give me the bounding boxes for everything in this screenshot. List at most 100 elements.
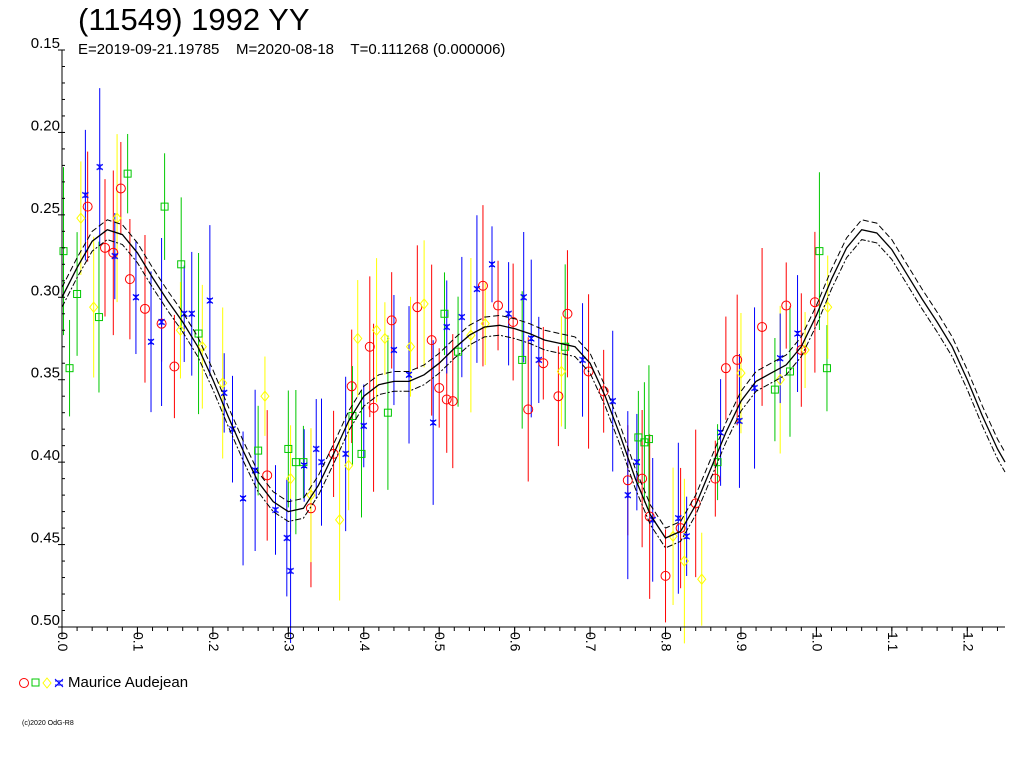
circle-marker xyxy=(781,300,792,311)
y-tick-label-0.15: 0.15 xyxy=(31,35,60,52)
circle-marker xyxy=(598,386,609,397)
star-marker xyxy=(318,458,325,466)
circle-marker xyxy=(538,358,549,369)
star-marker xyxy=(609,397,617,405)
circle-marker xyxy=(262,470,273,481)
square-marker xyxy=(518,355,527,364)
diamond-marker xyxy=(480,317,490,330)
star-marker xyxy=(736,417,743,425)
square-marker xyxy=(291,458,300,467)
diamond-marker xyxy=(419,298,429,310)
star-marker xyxy=(312,445,320,453)
star-marker xyxy=(674,514,682,522)
star-marker xyxy=(272,506,279,514)
square-marker xyxy=(634,433,643,442)
circle-marker xyxy=(115,183,126,194)
diamond-marker xyxy=(344,459,354,472)
legend-circle-icon xyxy=(19,678,29,689)
chart-title: (11549) 1992 YY xyxy=(78,2,310,37)
x-tick-label-0.8: 0.8 xyxy=(659,632,675,652)
star-marker xyxy=(443,323,451,331)
x-tick-label-1.2: 1.2 xyxy=(960,632,976,652)
circle-marker xyxy=(477,280,488,291)
diamond-marker xyxy=(218,377,228,389)
x-tick-label-0.5: 0.5 xyxy=(432,632,448,652)
star-marker xyxy=(239,495,247,502)
star-marker xyxy=(649,516,657,524)
x-tick-label-0.6: 0.6 xyxy=(508,632,524,652)
diamond-marker xyxy=(775,373,785,386)
star-marker xyxy=(229,425,236,433)
circle-marker xyxy=(523,404,534,415)
circle-marker xyxy=(139,303,150,314)
diamond-marker xyxy=(76,212,86,224)
diamond-marker xyxy=(285,472,296,485)
circle-marker xyxy=(493,300,504,311)
y-tick-label-0.35: 0.35 xyxy=(31,365,60,382)
circle-marker xyxy=(434,382,445,393)
star-marker xyxy=(633,458,641,466)
star-marker xyxy=(147,338,155,346)
star-marker xyxy=(206,297,214,304)
star-marker xyxy=(473,285,481,293)
x-tick-label-0.1: 0.1 xyxy=(130,632,146,652)
circle-marker xyxy=(124,274,135,285)
star-marker xyxy=(579,356,586,364)
diamond-marker xyxy=(697,573,707,585)
square-marker xyxy=(440,309,449,318)
square-marker xyxy=(73,289,82,298)
square-marker xyxy=(383,408,392,417)
fit-curves xyxy=(61,219,1006,549)
circle-marker xyxy=(553,391,564,402)
star-marker xyxy=(458,313,466,321)
star-marker xyxy=(96,163,104,171)
diamond-marker xyxy=(197,340,207,353)
star-marker xyxy=(188,310,196,318)
square-marker xyxy=(194,329,203,338)
circle-marker xyxy=(368,402,379,413)
circle-marker xyxy=(82,201,93,212)
square-marker xyxy=(65,364,74,373)
circle-marker xyxy=(732,354,743,365)
circle-marker xyxy=(412,302,423,313)
y-tick-label-0.50: 0.50 xyxy=(31,612,60,629)
square-marker xyxy=(454,347,463,356)
x-tick-label-0.4: 0.4 xyxy=(357,632,373,652)
circle-marker xyxy=(508,317,519,328)
circle-marker xyxy=(169,361,180,372)
legend-star-icon xyxy=(54,678,64,688)
star-marker xyxy=(505,310,512,318)
square-marker xyxy=(94,313,103,322)
circle-marker xyxy=(100,242,111,253)
y-tick-label-0.45: 0.45 xyxy=(31,530,60,547)
star-marker xyxy=(251,467,259,474)
square-marker xyxy=(644,435,653,444)
diamond-marker xyxy=(260,390,270,403)
star-marker xyxy=(342,450,350,458)
star-marker xyxy=(751,384,758,392)
star-marker xyxy=(360,422,368,430)
y-tick-label-0.20: 0.20 xyxy=(31,117,60,134)
star-marker xyxy=(283,534,291,542)
diamond-marker xyxy=(371,324,382,337)
square-marker xyxy=(785,367,794,376)
diamond-marker xyxy=(334,514,345,526)
diamond-marker xyxy=(668,530,678,543)
fit-band-upper xyxy=(61,219,1006,529)
circle-marker xyxy=(583,366,594,377)
x-tick-label-1.0: 1.0 xyxy=(809,632,825,652)
square-marker xyxy=(254,446,263,455)
star-marker xyxy=(158,318,165,326)
star-marker xyxy=(624,491,632,499)
x-tick-label-0.2: 0.2 xyxy=(206,632,222,652)
star-marker xyxy=(776,354,784,362)
circle-marker xyxy=(757,321,768,332)
star-marker xyxy=(390,346,398,354)
data-markers xyxy=(59,163,833,585)
star-marker xyxy=(527,335,535,342)
copyright-text: (c)2020 OdG-R8 xyxy=(22,720,74,727)
star-marker xyxy=(794,330,801,337)
diamond-marker xyxy=(556,365,567,378)
lightcurve-plot: 0.15 0.20 0.25 0.30 0.35 0.40 0.45 0.50 0.0 0.1 0.… xyxy=(31,35,1006,652)
axes: 0.15 0.20 0.25 0.30 0.35 0.40 0.45 0.50 0.0 0.1 0.… xyxy=(31,35,1005,652)
